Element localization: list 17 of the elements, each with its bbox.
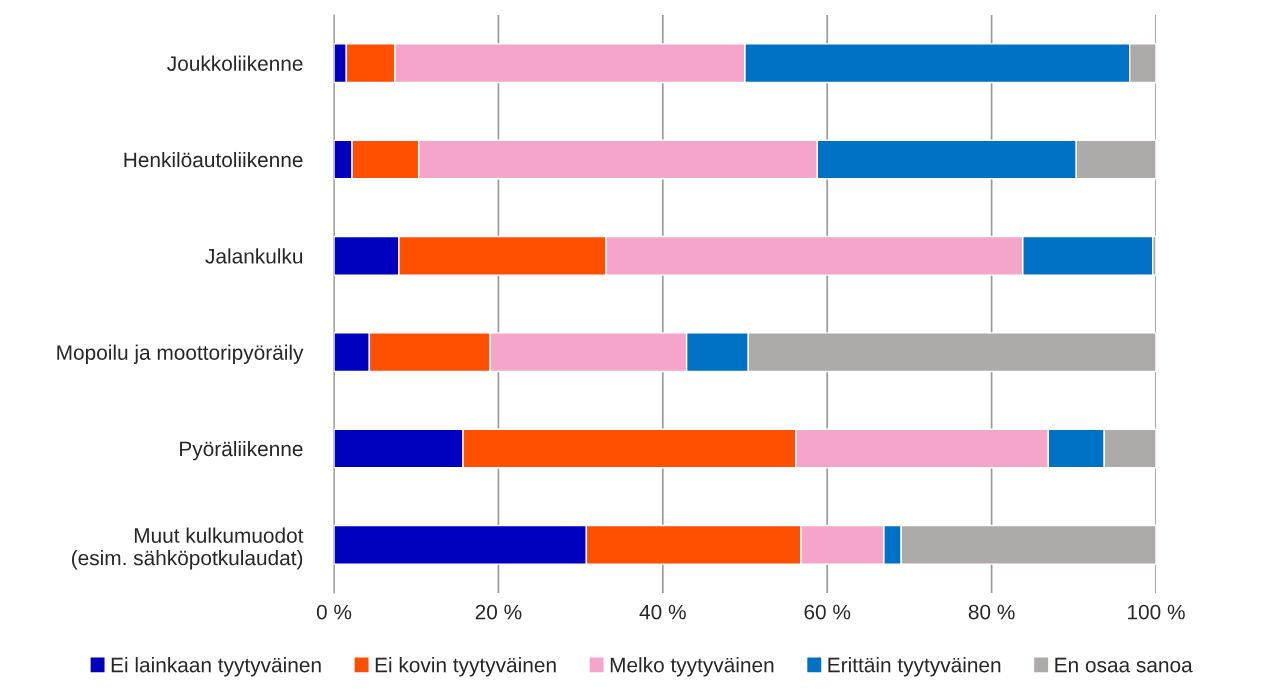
y-tick-label: Jalankulku: [205, 248, 303, 264]
y-tick-label: Joukkoliikenne: [167, 55, 303, 71]
x-tick-label: 60 %: [804, 604, 851, 620]
legend-label: Erittäin tyytyväinen: [828, 657, 1001, 677]
y-tick-label: Muut kulkumuodot (esim. sähköpotkulaudat): [72, 527, 304, 570]
y-tick-label: Pyöräliikenne: [180, 440, 303, 461]
legend-label: Ei kovin tyytyväinen: [375, 657, 556, 677]
y-tick-label: Henkilöautoliikenne: [124, 151, 303, 168]
x-tick-label: 80 %: [968, 604, 1015, 620]
x-tick-label: 0 %: [316, 604, 352, 620]
x-tick-label: 40 %: [639, 604, 686, 620]
x-tick-label: 100 %: [1128, 604, 1185, 620]
y-tick-label: Mopoilu ja moottoripyöräily: [57, 344, 304, 365]
legend-label: En osaa sanoa: [1055, 657, 1193, 673]
x-tick-label: 20 %: [475, 604, 522, 620]
legend-label: Ei lainkaan tyytyväinen: [111, 657, 321, 677]
legend-label: Melko tyytyväinen: [610, 657, 774, 677]
